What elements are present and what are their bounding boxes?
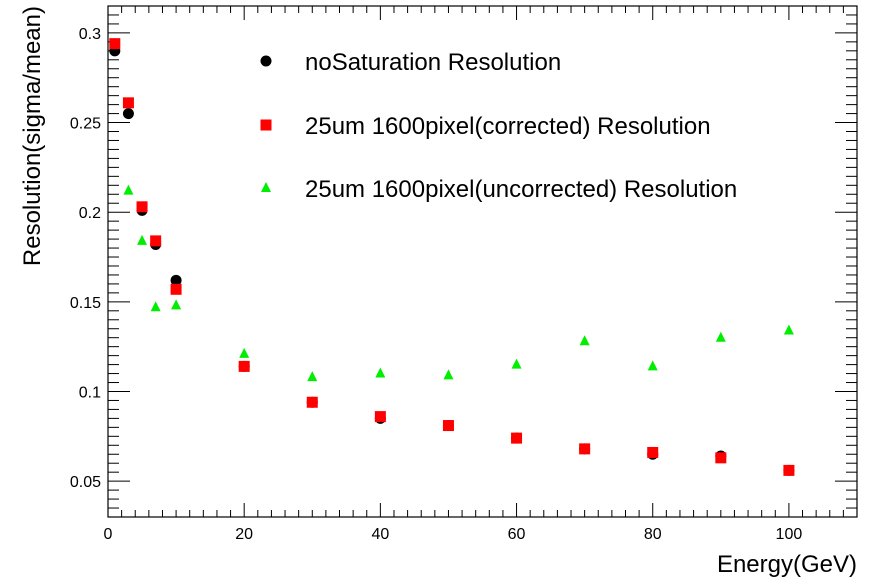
data-point-square <box>579 443 591 455</box>
data-point-triangle <box>579 335 590 346</box>
data-point-square <box>136 201 148 213</box>
data-point-square <box>374 411 386 423</box>
data-point-triangle <box>171 299 182 310</box>
data-point-triangle <box>511 358 522 369</box>
data-point-square <box>783 464 795 476</box>
x-tick-label: 80 <box>644 526 662 543</box>
x-axis-title: Energy(GeV) <box>717 551 857 578</box>
x-tick-label: 40 <box>371 526 389 543</box>
data-point-triangle <box>715 331 726 342</box>
x-tick-label: 0 <box>104 526 113 543</box>
data-point-circle <box>170 274 182 286</box>
data-point-triangle <box>647 360 658 371</box>
y-tick-label: 0.15 <box>70 295 101 312</box>
legend-label: 25um 1600pixel(corrected) Resolution <box>305 113 711 140</box>
data-point-square <box>170 283 182 295</box>
data-point-triangle <box>150 301 161 312</box>
data-point-triangle <box>239 347 250 358</box>
data-point-square <box>442 420 454 432</box>
legend-label: 25um 1600pixel(uncorrected) Resolution <box>305 176 737 203</box>
axis-ticks: 0 20 40 60 80 100 0.05 0.1 0.15 0.2 0.25 0.3 <box>70 5 858 543</box>
legend-label: noSaturation Resolution <box>305 49 561 76</box>
data-point-square <box>511 432 523 444</box>
data-point-square <box>647 446 659 458</box>
data-point-triangle <box>123 184 134 195</box>
x-tick-label: 100 <box>776 526 803 543</box>
data-point-square <box>150 235 162 247</box>
legend: noSaturation Resolution 25um 1600pixel(co… <box>260 49 737 203</box>
data-point-triangle <box>375 367 386 378</box>
data-point-square <box>238 360 250 372</box>
data-point-square <box>109 38 121 50</box>
y-tick-label: 0.25 <box>70 116 101 133</box>
legend-marker-circle <box>260 55 272 67</box>
plot-frame <box>107 5 858 518</box>
data-points <box>109 37 795 476</box>
data-point-triangle <box>137 234 148 245</box>
y-tick-label: 0.3 <box>79 26 101 43</box>
legend-marker-triangle <box>261 182 271 192</box>
x-tick-label: 20 <box>235 526 253 543</box>
data-point-triangle <box>783 324 794 335</box>
data-point-square <box>715 452 727 464</box>
y-tick-label: 0.2 <box>79 205 101 222</box>
y-tick-label: 0.05 <box>70 474 101 491</box>
data-point-triangle <box>443 369 454 380</box>
data-point-circle <box>122 108 134 120</box>
y-axis-title: Resolution(sigma/mean) <box>19 6 46 266</box>
x-tick-label: 60 <box>508 526 526 543</box>
data-point-square <box>122 97 134 109</box>
data-point-square <box>306 396 318 408</box>
legend-marker-square <box>260 119 272 131</box>
data-point-triangle <box>307 371 318 382</box>
y-tick-label: 0.1 <box>79 384 101 401</box>
